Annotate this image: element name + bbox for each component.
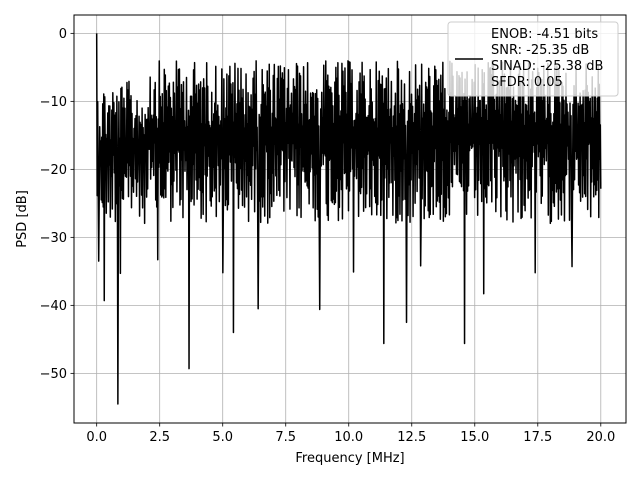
y-tick-label: −10 <box>40 95 67 110</box>
x-axis-ticks: 0.0 2.5 5.0 7.5 10.0 12.5 15.0 17.5 20.0 <box>86 423 615 445</box>
y-tick-label: −50 <box>40 367 67 382</box>
legend-entry-snr: SNR: -25.35 dB <box>491 43 589 58</box>
x-tick-label: 7.5 <box>275 430 296 445</box>
legend-entry-sfdr: SFDR: 0.05 <box>491 75 563 90</box>
y-axis-ticks: 0 −10 −20 −30 −40 −50 <box>40 27 74 382</box>
legend: ENOB: -4.51 bits SNR: -25.35 dB SINAD: -… <box>447 21 619 97</box>
psd-series-line <box>95 33 602 405</box>
y-axis-label: PSD [dB] <box>15 190 30 248</box>
x-tick-label: 17.5 <box>523 430 552 445</box>
x-tick-label: 12.5 <box>397 430 426 445</box>
plot-frame <box>73 14 627 424</box>
y-tick-label: 0 <box>59 27 67 42</box>
y-tick-label: −30 <box>40 231 67 246</box>
x-tick-label: 0.0 <box>86 430 107 445</box>
x-axis-label: Frequency [MHz] <box>295 451 404 466</box>
y-tick-label: −40 <box>40 299 67 314</box>
y-tick-label: −20 <box>40 163 67 178</box>
x-tick-label: 15.0 <box>460 430 489 445</box>
x-tick-label: 10.0 <box>334 430 363 445</box>
x-tick-label: 5.0 <box>212 430 233 445</box>
legend-entry-enob: ENOB: -4.51 bits <box>491 27 598 42</box>
x-tick-label: 2.5 <box>149 430 170 445</box>
legend-entry-sinad: SINAD: -25.38 dB <box>491 59 603 74</box>
x-tick-label: 20.0 <box>586 430 615 445</box>
legend-box <box>447 21 619 97</box>
